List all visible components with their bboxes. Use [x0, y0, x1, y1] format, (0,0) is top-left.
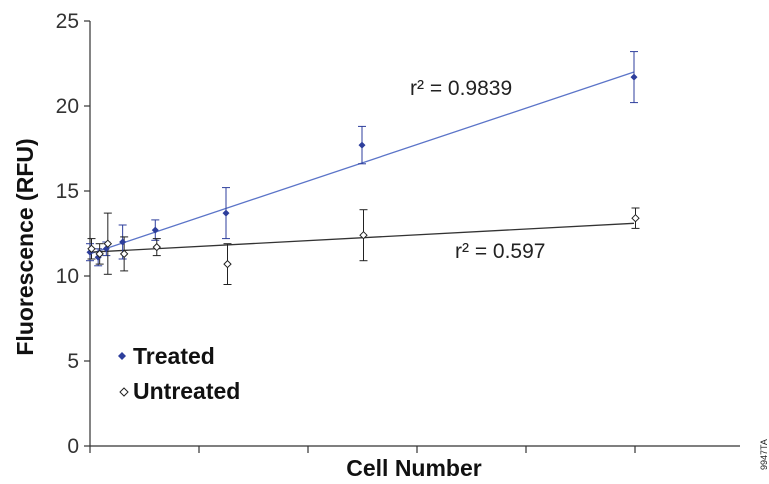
data-point-untreated [119, 249, 129, 259]
y-axis-title: Fluorescence (RFU) [12, 138, 38, 355]
x-ticks [89, 446, 636, 453]
r2-label-treated: r² = 0.9839 [410, 77, 512, 100]
axes [89, 21, 740, 447]
data-points [86, 73, 640, 269]
data-point-treated [151, 226, 159, 234]
y-ticks: 0 5 10 15 20 25 [56, 10, 90, 458]
y-tick-label: 0 [67, 435, 79, 458]
legend-item-untreated: Untreated [119, 378, 240, 404]
legend-label-untreated: Untreated [133, 378, 240, 404]
y-tick-label: 25 [56, 10, 79, 33]
data-point-untreated [95, 249, 104, 259]
data-point-untreated [631, 213, 640, 223]
data-point-treated [358, 141, 366, 149]
data-point-treated [119, 238, 127, 246]
r2-label-untreated: r² = 0.597 [455, 240, 545, 263]
data-point-untreated [103, 239, 113, 248]
legend-marker-untreated [119, 387, 129, 397]
x-axis-title: Cell Number [346, 455, 482, 481]
legend-marker-treated [118, 352, 126, 360]
y-tick-label: 10 [56, 265, 79, 288]
y-tick-label: 5 [67, 350, 79, 373]
error-bars [86, 51, 640, 285]
figure-id: 9947TA [759, 439, 769, 470]
data-point-untreated [223, 259, 232, 269]
legend: Treated Untreated [118, 343, 240, 404]
y-tick-label: 20 [56, 95, 79, 118]
data-point-untreated [152, 242, 161, 252]
data-point-untreated [87, 244, 96, 254]
data-point-untreated [359, 230, 368, 240]
data-point-treated [222, 209, 230, 217]
data-point-treated [630, 73, 638, 81]
y-tick-label: 15 [56, 180, 79, 203]
legend-label-treated: Treated [133, 343, 215, 369]
legend-item-treated: Treated [118, 343, 215, 369]
